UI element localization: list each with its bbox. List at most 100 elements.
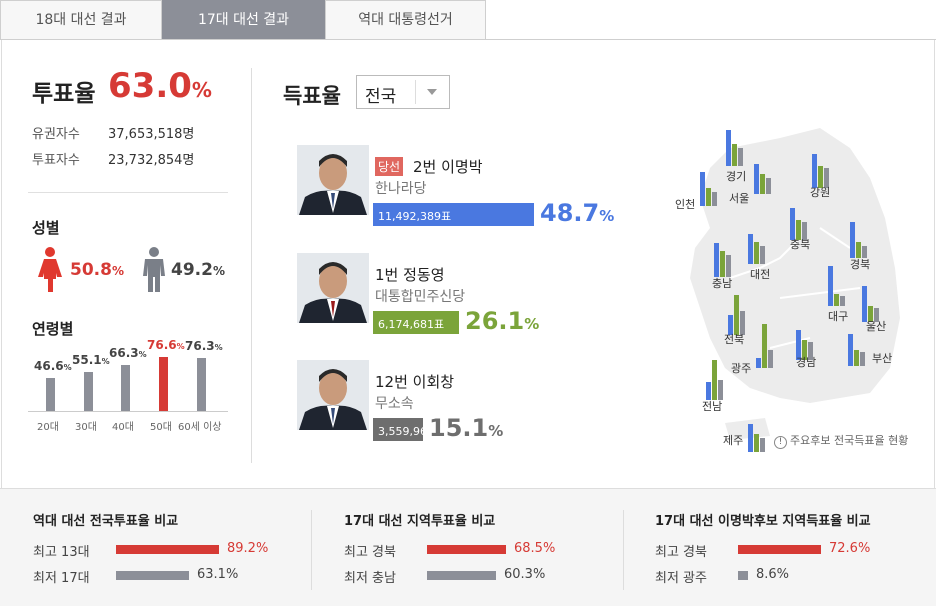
vote-pct-2: 15.1%	[429, 414, 504, 442]
compare-high-value-0: 89.2%	[227, 541, 269, 556]
map-label-9: 울산	[866, 320, 887, 333]
vote-count-1: 6,174,681표	[378, 318, 445, 331]
age-value-3: 76.6%	[147, 338, 185, 352]
map-label-4: 충북	[790, 238, 811, 251]
compare-low-bar-2	[738, 571, 748, 580]
age-axis	[28, 411, 228, 412]
map-bar-전북-0	[728, 315, 733, 335]
map-bar-대구-0	[828, 266, 833, 306]
candidate-party-2: 무소속	[375, 396, 414, 412]
vote-pct-0: 48.7%	[540, 199, 615, 227]
map-bar-강원-2	[824, 168, 829, 188]
map-label-13: 부산	[872, 352, 893, 365]
compare-title-1: 17대 대선 지역투표율 비교	[344, 514, 496, 529]
map-label-2: 인천	[675, 198, 696, 211]
compare-low-bar-0	[116, 571, 189, 580]
compare-high-label-2: 최고 경북	[655, 545, 707, 560]
compare-high-value-2: 72.6%	[829, 541, 871, 556]
region-select-value: 전국	[365, 87, 397, 107]
compare-high-bar-1	[427, 545, 506, 554]
age-label-0: 20대	[37, 422, 59, 433]
region-select[interactable]: 전국	[356, 75, 450, 109]
map-bar-전남-0	[706, 382, 711, 400]
age-label-2: 40대	[112, 422, 134, 433]
map-bar-울산-1	[868, 306, 873, 322]
female-rate: 50.8%	[70, 260, 124, 280]
vote-share-title: 득표율	[283, 84, 341, 108]
map-label-5: 충남	[712, 277, 733, 290]
map-bar-충남-2	[726, 255, 731, 277]
candidate-photo-0	[297, 145, 369, 215]
candidate-name-0: 2번 이명박	[413, 158, 483, 176]
map-bar-광주-0	[756, 358, 761, 368]
tab-17th-election[interactable]: 17대 대선 결과	[162, 0, 325, 40]
main-panel	[1, 40, 935, 488]
map-bar-울산-2	[874, 308, 879, 322]
map-bar-경남-0	[796, 330, 801, 360]
map-bar-충남-0	[714, 243, 719, 277]
map-bar-경북-1	[856, 242, 861, 258]
map-bar-강원-1	[818, 166, 823, 188]
age-bar-2	[121, 365, 130, 411]
map-label-6: 대전	[750, 268, 771, 281]
candidate-name-2: 12번 이회창	[375, 373, 455, 391]
male-rate: 49.2%	[171, 260, 225, 280]
select-divider	[415, 80, 416, 104]
compare-high-bar-0	[116, 545, 219, 554]
section-divider	[251, 68, 252, 463]
map-bar-부산-2	[860, 352, 865, 366]
age-label-3: 50대	[150, 422, 172, 433]
age-bar-0	[46, 378, 55, 411]
compare-low-label-1: 최저 충남	[344, 571, 396, 586]
male-icon	[143, 247, 165, 292]
map-label-8: 대구	[828, 310, 849, 323]
vote-count-2: 3,559,963표	[378, 425, 445, 438]
compare-low-label-0: 최저 17대	[33, 571, 90, 586]
winner-badge: 당선	[375, 157, 404, 176]
age-bar-4	[197, 358, 206, 411]
age-bar-1	[84, 372, 93, 411]
age-label-1: 30대	[75, 422, 97, 433]
eligible-label: 유권자수	[32, 127, 80, 142]
gender-title: 성별	[32, 219, 60, 237]
compare-high-label-0: 최고 13대	[33, 545, 90, 560]
map-bar-인천-1	[706, 188, 711, 206]
map-label-14: 전남	[702, 400, 723, 413]
tab-18th-election[interactable]: 18대 대선 결과	[0, 0, 162, 40]
compare-high-value-1: 68.5%	[514, 541, 556, 556]
map-bar-부산-0	[848, 334, 853, 366]
voters-label: 투표자수	[32, 153, 80, 168]
map-bar-전북-1	[734, 295, 739, 335]
map-label-12: 경남	[796, 356, 817, 369]
map-bar-서울-2	[766, 178, 771, 194]
map-bar-제주-0	[748, 424, 753, 452]
candidate-name-1: 1번 정동영	[375, 266, 445, 284]
map-bar-대전-2	[760, 246, 765, 264]
voters-value: 23,732,854명	[108, 153, 195, 168]
map-label-10: 전북	[724, 333, 745, 346]
tab-past-elections[interactable]: 역대 대통령선거	[325, 0, 486, 40]
map-bar-전남-2	[718, 380, 723, 400]
tab-bar: 18대 대선 결과 17대 대선 결과 역대 대통령선거	[0, 0, 936, 40]
map-bar-대전-1	[754, 242, 759, 264]
chevron-down-icon	[427, 89, 437, 95]
turnout-value: 63.0%	[108, 66, 212, 106]
map-bar-대전-0	[748, 234, 753, 264]
map-bar-경남-2	[808, 342, 813, 360]
map-label-7: 경북	[850, 258, 871, 271]
vote-bar-1	[373, 311, 459, 334]
tab-underline	[0, 39, 936, 40]
vote-pct-1: 26.1%	[465, 307, 540, 335]
vote-bar-0	[373, 203, 534, 226]
map-bar-경북-0	[850, 222, 855, 258]
age-bar-3	[159, 357, 168, 411]
divider	[28, 192, 228, 193]
turnout-label: 투표율	[32, 81, 96, 107]
age-value-0: 46.6%	[34, 359, 72, 373]
map-bar-서울-0	[754, 164, 759, 194]
map-label-1: 서울	[729, 192, 750, 205]
compare-high-bar-2	[738, 545, 821, 554]
age-value-1: 55.1%	[72, 353, 110, 367]
map-bar-광주-1	[762, 324, 767, 368]
vote-count-0: 11,492,389표	[378, 210, 452, 223]
